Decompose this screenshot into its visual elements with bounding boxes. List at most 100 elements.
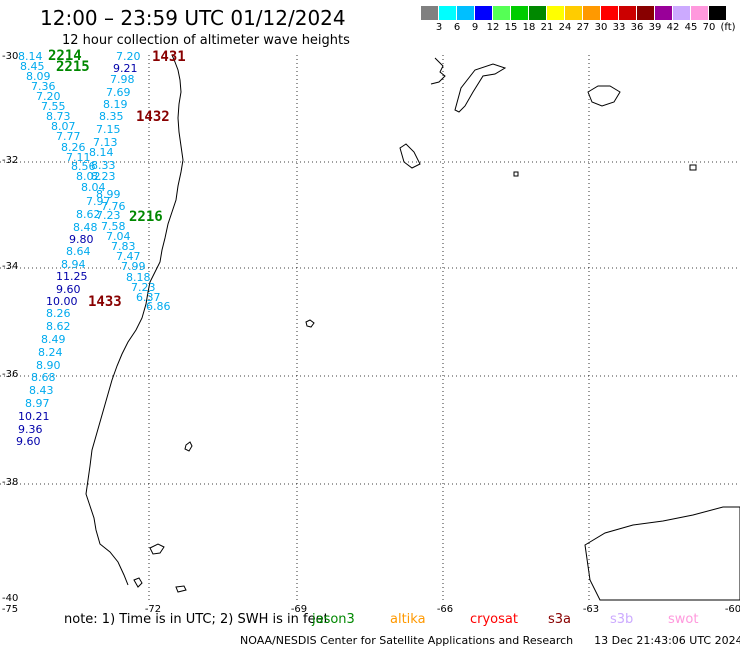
wave-height-label: 8.90: [36, 359, 61, 372]
scale-swatch: [655, 6, 672, 20]
wave-height-label: 7.99: [121, 260, 146, 273]
scale-swatch: [493, 6, 510, 20]
pass-time-label: 2216: [129, 209, 163, 225]
scale-label: 45: [684, 22, 698, 33]
lon-tick-label: -69: [291, 604, 307, 615]
wave-height-label: 8.33: [91, 159, 116, 172]
wave-height-label: 9.80: [69, 233, 94, 246]
map-title: 12:00 – 23:59 UTC 01/12/2024: [40, 6, 346, 30]
scale-label: 3: [435, 22, 443, 33]
wave-height-label: 8.18: [126, 271, 151, 284]
scale-label: 24: [558, 22, 572, 33]
lat-tick-label: -36: [2, 369, 18, 380]
wave-height-label: 9.60: [16, 435, 41, 448]
wave-height-label: 7.76: [101, 200, 126, 213]
dot-island-2: [305, 319, 315, 328]
scale-label: 42: [666, 22, 680, 33]
wave-height-label: 8.45: [20, 60, 45, 73]
wave-height-label: 8.26: [46, 307, 71, 320]
wave-height-label: 7.83: [111, 240, 136, 253]
wave-height-labels: 8.148.458.097.367.207.558.738.077.778.26…: [16, 50, 171, 448]
wave-height-label: 7.58: [101, 220, 126, 233]
satellite-legend-jason3: jason3: [312, 612, 355, 627]
satellite-legend-cryosat: cryosat: [470, 612, 518, 627]
wave-height-label: 8.23: [91, 170, 116, 183]
scale-swatch: [457, 6, 474, 20]
valdes-peninsula: [454, 63, 507, 113]
chile-coastline: [85, 54, 184, 586]
wave-height-label: 9.21: [113, 62, 138, 75]
pass-time-label: 1431: [152, 49, 186, 65]
lat-tick-label: -38: [2, 477, 18, 488]
scale-swatch: [511, 6, 528, 20]
wave-height-label: 8.43: [29, 384, 54, 397]
wave-height-label: 8.04: [81, 181, 106, 194]
wave-height-label: 10.00: [46, 295, 78, 308]
pass-time-label: 1432: [136, 109, 170, 125]
wave-height-label: 8.14: [89, 146, 114, 159]
wave-height-label: 8.62: [46, 320, 71, 333]
scale-swatch: [637, 6, 654, 20]
scale-swatch: [475, 6, 492, 20]
scale-label: 70: [702, 22, 716, 33]
wave-height-label: 8.09: [26, 70, 51, 83]
wave-height-label: 8.73: [46, 110, 71, 123]
wave-height-label: 8.99: [96, 188, 121, 201]
wave-height-label: 8.97: [25, 397, 50, 410]
scale-label: 39: [648, 22, 662, 33]
wave-height-label: 9.60: [56, 283, 81, 296]
lat-tick-label: -34: [2, 261, 18, 272]
scale-label: 12: [486, 22, 500, 33]
pass-time-label: 2214: [48, 48, 82, 64]
wave-height-label: 7.13: [93, 136, 118, 149]
scale-unit-label: (ft): [720, 22, 736, 33]
map-subtitle: 12 hour collection of altimeter wave hei…: [62, 33, 350, 48]
scale-swatch: [673, 6, 690, 20]
satellite-legend-s3a: s3a: [548, 612, 572, 627]
pass-time-label: 2215: [56, 59, 90, 75]
scale-label: 27: [576, 22, 590, 33]
scale-label: 9: [471, 22, 479, 33]
scale-swatch: [709, 6, 726, 20]
wave-height-label: 7.69: [106, 86, 131, 99]
lat-tick-label: -30: [2, 51, 18, 62]
wave-height-label: 7.55: [41, 100, 66, 113]
wave-height-label: 8.19: [103, 98, 128, 111]
wave-height-label: 11.25: [56, 270, 88, 283]
wave-height-label: 6.37: [136, 291, 161, 304]
scale-swatch: [691, 6, 708, 20]
scale-swatch: [583, 6, 600, 20]
island-2: [149, 543, 165, 555]
wave-height-label: 7.20: [36, 90, 61, 103]
wave-height-label: 8.26: [61, 141, 86, 154]
wave-height-label: 8.62: [76, 208, 101, 221]
scale-swatch: [565, 6, 582, 20]
wave-height-label: 9.36: [18, 423, 43, 436]
scale-label: 36: [630, 22, 644, 33]
satellite-legend-swot: swot: [668, 612, 699, 627]
inlet-1: [399, 143, 421, 169]
wave-height-label: 6.86: [146, 300, 171, 313]
wave-height-label: 8.49: [41, 333, 66, 346]
hudson-peninsula: [430, 57, 446, 85]
scale-label: 6: [453, 22, 461, 33]
axis-ticks: -75 -72 -69 -66 -63 -60 -30 -32 -34 -36 -38 -40: [2, 51, 740, 615]
dot-island-1: [513, 171, 519, 177]
footer-credit: NOAA/NESDIS Center for Satellite Applica…: [240, 634, 740, 647]
scale-label: 18: [522, 22, 536, 33]
island-4: [175, 585, 187, 593]
wave-height-label: 7.15: [96, 123, 121, 136]
wave-height-label: 8.48: [73, 221, 98, 234]
scale-swatch: [421, 6, 438, 20]
wave-height-label: 8.07: [51, 120, 76, 133]
wave-height-label: 8.02: [76, 170, 101, 183]
lon-tick-label: -60: [725, 604, 740, 615]
wave-height-label: 7.20: [116, 50, 141, 63]
wave-height-label: 10.21: [18, 410, 50, 423]
wave-height-label: 7.23: [96, 209, 121, 222]
lon-tick-label: -63: [583, 604, 599, 615]
wave-height-label: 7.98: [110, 73, 135, 86]
scale-label: 15: [504, 22, 518, 33]
